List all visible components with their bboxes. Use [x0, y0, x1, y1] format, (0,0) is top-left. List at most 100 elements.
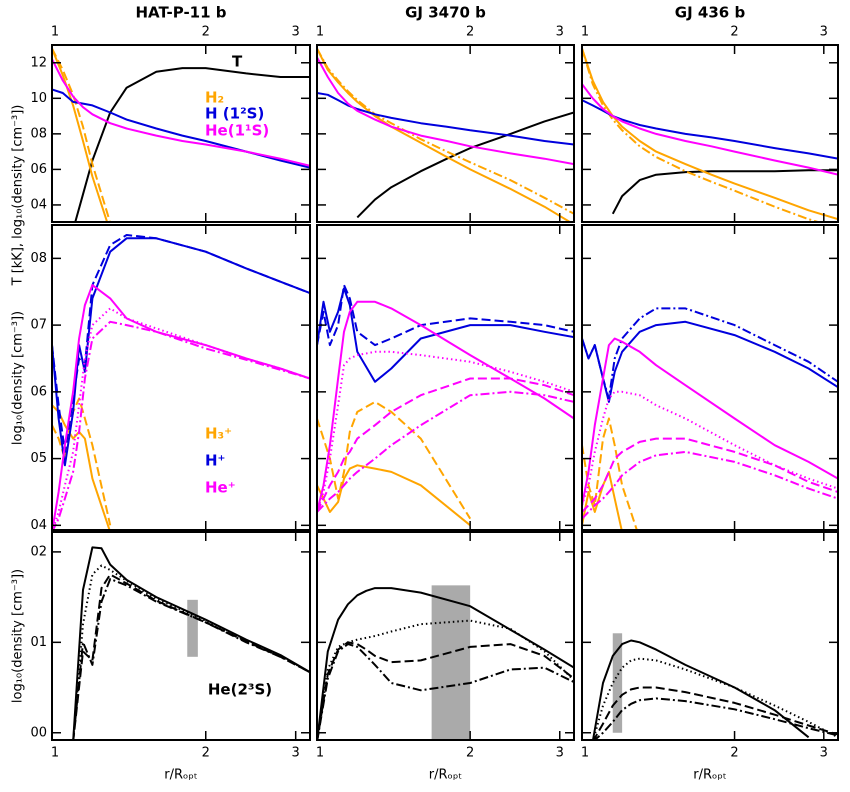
- shaded-band: [431, 585, 471, 740]
- plot-area: [582, 48, 838, 222]
- legend-label: H₂: [205, 89, 224, 107]
- line: [317, 48, 574, 215]
- plot-area: [52, 234, 310, 530]
- line: [356, 111, 574, 219]
- frame: [51, 44, 311, 223]
- line: [52, 48, 109, 222]
- line: [317, 377, 574, 513]
- line: [317, 56, 574, 166]
- line: [582, 337, 838, 506]
- frame: [316, 224, 575, 531]
- line: [317, 287, 574, 383]
- line: [592, 657, 838, 740]
- line: [52, 58, 310, 167]
- y-axis-label: T [kK], log₁₀(density [cm⁻³]): [11, 105, 26, 287]
- legend-label: He(1¹S): [205, 122, 269, 140]
- plot-area: [72, 546, 310, 740]
- x-tick-label: 3: [556, 746, 564, 761]
- shaded-band: [612, 633, 623, 733]
- line: [317, 300, 574, 513]
- line: [582, 437, 838, 513]
- line: [582, 320, 838, 403]
- x-tick-label: 1: [316, 25, 324, 40]
- y-tick-label: 04: [30, 518, 47, 533]
- frame: [51, 224, 311, 531]
- y-axis-label: log₁₀(density [cm⁻³]): [11, 569, 26, 703]
- frame: [581, 531, 839, 741]
- line: [317, 641, 574, 740]
- legend-label: T: [232, 53, 243, 71]
- x-tick-label: 3: [820, 25, 828, 40]
- line: [52, 307, 310, 530]
- y-tick-label: 08: [30, 126, 47, 141]
- plot-area: [317, 48, 574, 222]
- plot-area: [317, 585, 574, 740]
- x-tick-label: 1: [316, 746, 324, 761]
- panel: 1 2 3 GJ 436 b: [581, 4, 839, 223]
- line: [317, 643, 574, 740]
- line: [317, 390, 574, 513]
- line: [74, 67, 310, 222]
- line: [582, 470, 623, 530]
- line: [317, 92, 574, 146]
- line: [592, 639, 810, 740]
- y-tick-label: 05: [30, 451, 47, 466]
- line: [317, 400, 472, 520]
- y-tick-label: 08: [30, 251, 47, 266]
- legend-label: H₃⁺: [205, 425, 232, 443]
- line: [317, 464, 471, 527]
- x-tick-label: 3: [556, 25, 564, 40]
- y-tick-label: 06: [30, 162, 47, 177]
- line: [582, 390, 838, 506]
- y-tick-label: 04: [30, 197, 47, 212]
- plot-area: [317, 284, 574, 527]
- line: [611, 169, 838, 215]
- y-tick-label: 00: [30, 725, 47, 740]
- x-tick-label: 1: [51, 25, 59, 40]
- legend-label: H (1²S): [205, 105, 264, 123]
- x-tick-label: 3: [820, 746, 828, 761]
- y-tick-label: 01: [30, 635, 47, 650]
- line: [317, 48, 572, 222]
- line: [52, 48, 112, 222]
- line: [593, 697, 838, 740]
- frame: [581, 224, 839, 531]
- line: [72, 573, 310, 740]
- line: [582, 48, 838, 221]
- line: [592, 686, 838, 740]
- legend-label: H⁺: [205, 452, 225, 470]
- panel: 1 2 3 02 01 00 log₁₀(density [cm⁻³]) r/Rₒₚₜ He(2…: [11, 531, 311, 783]
- x-tick-label: 2: [466, 746, 474, 761]
- column-title: GJ 3470 b: [405, 4, 486, 22]
- line: [52, 397, 112, 526]
- x-tick-label: 2: [730, 25, 738, 40]
- shaded-band: [187, 599, 198, 657]
- y-tick-label: 07: [30, 318, 47, 333]
- line: [582, 450, 838, 520]
- line: [72, 578, 310, 740]
- frame: [581, 44, 839, 223]
- line: [317, 350, 574, 513]
- panel: [316, 224, 575, 531]
- x-axis-label: r/Rₒₚₜ: [429, 768, 463, 783]
- line: [52, 320, 310, 530]
- legend-label: He⁺: [205, 479, 236, 497]
- line: [317, 284, 574, 347]
- panel: 1 2 3 r/Rₒₚₜ: [316, 531, 575, 783]
- x-axis-label: r/Rₒₚₜ: [164, 768, 198, 783]
- frame: [51, 531, 311, 741]
- frame: [316, 44, 575, 223]
- column-title: HAT-P-11 b: [135, 4, 226, 22]
- line: [582, 99, 838, 160]
- frame: [316, 531, 575, 741]
- y-tick-label: 02: [30, 544, 47, 559]
- y-tick-label: 06: [30, 384, 47, 399]
- x-tick-label: 3: [292, 25, 300, 40]
- x-tick-label: 1: [581, 746, 589, 761]
- panel: 1 2 3 GJ 3470 b: [316, 4, 575, 223]
- y-axis-label: log₁₀(density [cm⁻³]): [11, 311, 26, 445]
- x-axis-label: r/Rₒₚₜ: [693, 768, 727, 783]
- panel-label: He(2³S): [208, 681, 272, 699]
